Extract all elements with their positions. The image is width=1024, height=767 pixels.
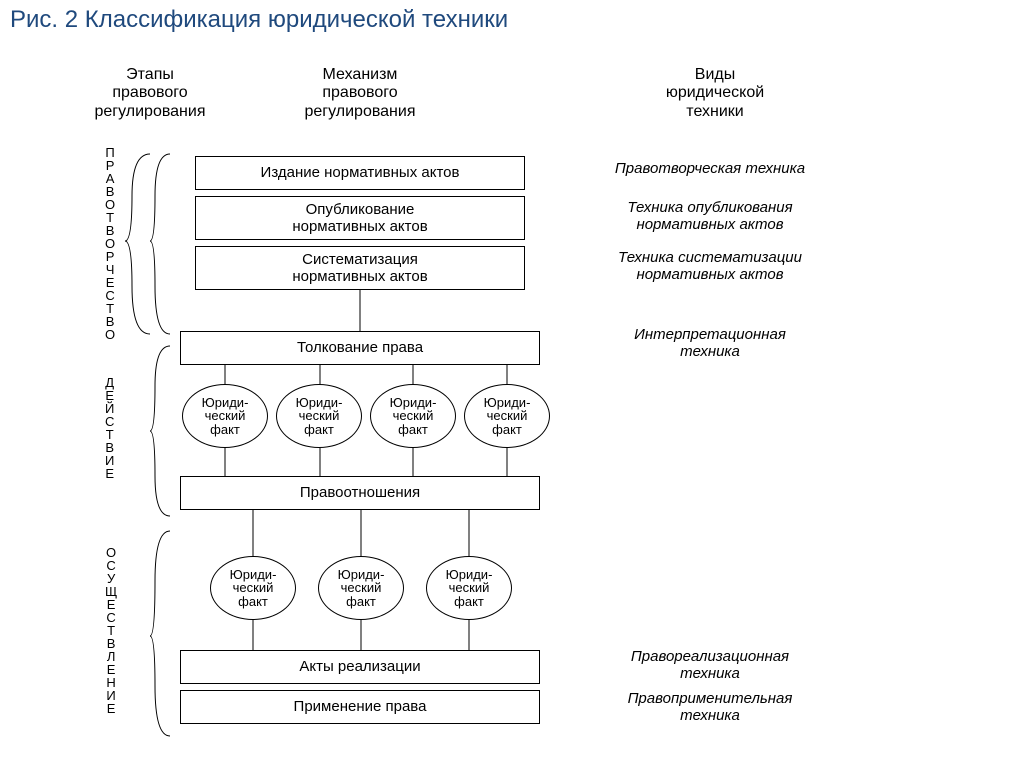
- box-sistematizatsiya: Систематизациянормативных актов: [195, 246, 525, 290]
- type-pravotvorcheskaya: Правотворческая техника: [590, 160, 830, 177]
- header-col3: Видыюридическойтехники: [630, 66, 800, 121]
- stage-label-2: ДЕЙСТВИЕ: [105, 376, 115, 480]
- type-sistematizatsii: Техника систематизациинормативных актов: [590, 249, 830, 284]
- box-tolkovanie: Толкование права: [180, 331, 540, 365]
- box-pravootnosheniya: Правоотношения: [180, 476, 540, 510]
- header-col2: Механизмправовогорегулирования: [260, 66, 460, 121]
- box-akty-realizatsii: Акты реализации: [180, 650, 540, 684]
- type-opublikovaniya: Техника опубликованиянормативных актов: [590, 199, 830, 234]
- header-col1: Этапыправовогорегулирования: [70, 66, 230, 121]
- fact-ellipse: Юриди-ческийфакт: [210, 556, 296, 620]
- type-pravorealizatsionnaya: Правореализационнаятехника: [590, 648, 830, 683]
- diagram-stage: Этапыправовогорегулирования Механизмправ…: [0, 36, 1024, 766]
- box-izdanie: Издание нормативных актов: [195, 156, 525, 190]
- fact-ellipse: Юриди-ческийфакт: [426, 556, 512, 620]
- stage-label-1: ПРАВОТВОРЧЕСТВО: [105, 146, 116, 341]
- fact-ellipse: Юриди-ческийфакт: [318, 556, 404, 620]
- fact-ellipse: Юриди-ческийфакт: [464, 384, 550, 448]
- fact-ellipse: Юриди-ческийфакт: [370, 384, 456, 448]
- box-opublikovanie: Опубликованиенормативных актов: [195, 196, 525, 240]
- stage-label-3: ОСУЩЕСТВЛЕНИЕ: [105, 546, 118, 715]
- figure-title: Рис. 2 Классификация юридической техники: [0, 0, 1024, 36]
- fact-ellipse: Юриди-ческийфакт: [276, 384, 362, 448]
- fact-ellipse: Юриди-ческийфакт: [182, 384, 268, 448]
- box-primenenie: Применение права: [180, 690, 540, 724]
- type-interpretatsionnaya: Интерпретационнаятехника: [590, 326, 830, 361]
- type-pravoprimenitelnaya: Правоприменительнаятехника: [590, 690, 830, 725]
